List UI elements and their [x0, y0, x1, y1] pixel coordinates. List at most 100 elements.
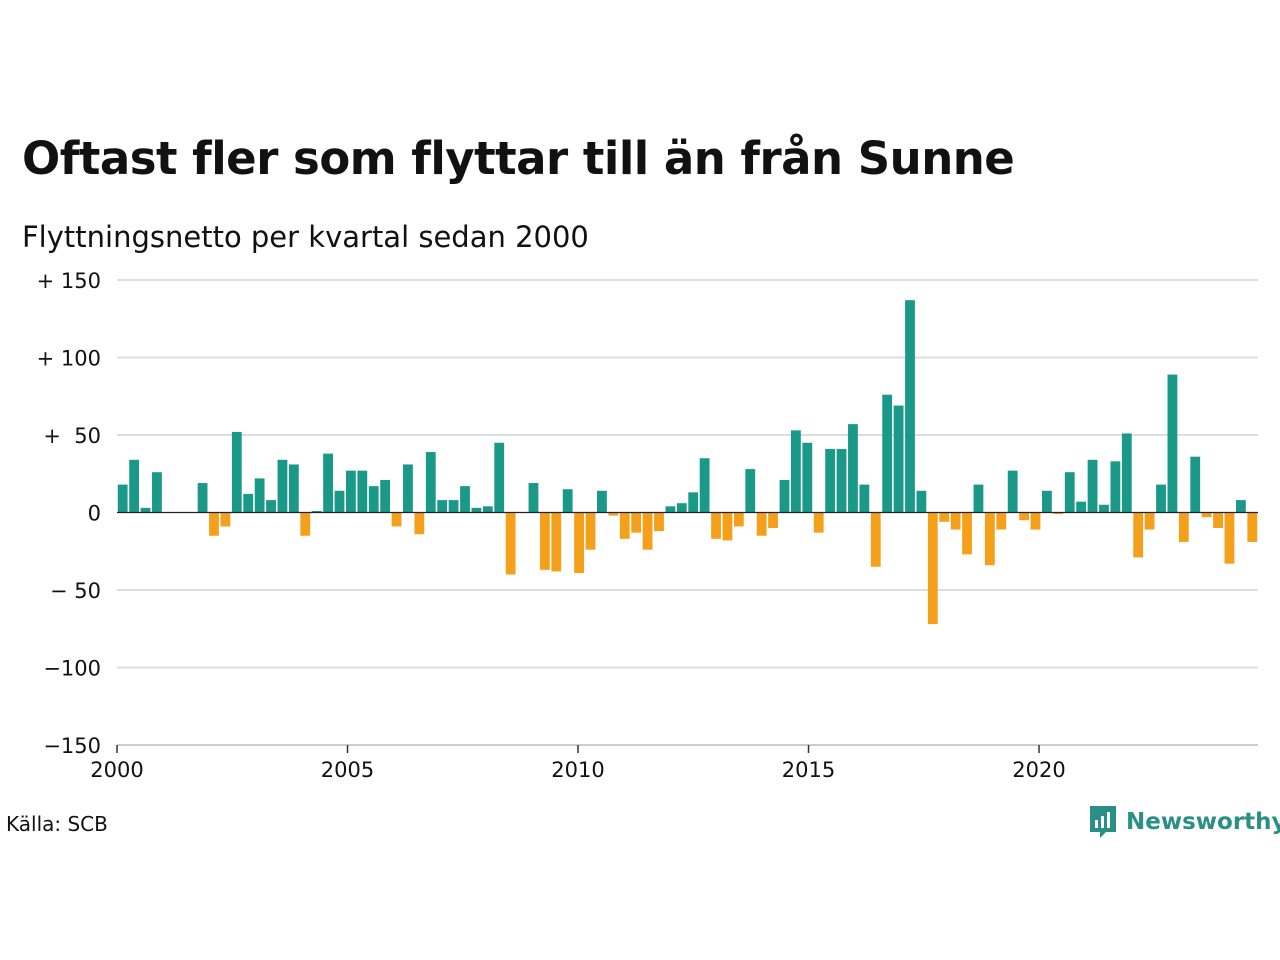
bar-2006K2 — [403, 464, 413, 513]
bar-2009K4 — [562, 489, 573, 513]
bar-2014K1 — [756, 512, 767, 536]
bar-2003K1 — [254, 478, 265, 513]
bar-2018K3 — [962, 512, 972, 555]
y-tick-label: + 50 — [43, 424, 101, 448]
bar-2000K4 — [152, 472, 162, 513]
bar-2004K1 — [300, 512, 311, 536]
logo-text: Newsworthy — [1126, 809, 1280, 835]
y-tick-label: + 150 — [37, 269, 101, 293]
bar-2000K1 — [117, 484, 128, 513]
bar-2019K1 — [984, 512, 995, 566]
bar-2008K3 — [505, 512, 516, 575]
bar-2006K3 — [414, 512, 425, 535]
bar-2006K4 — [425, 452, 436, 513]
bar-2022K3 — [1144, 512, 1155, 530]
bar-2023K2 — [1178, 512, 1189, 542]
bar-2024K4 — [1247, 512, 1258, 542]
y-tick-label: −100 — [43, 657, 101, 681]
bar-2017K3 — [916, 490, 927, 513]
bar-2002K1 — [209, 512, 219, 536]
bar-2005K1 — [346, 470, 356, 513]
bar-2010K3 — [597, 490, 607, 513]
bar-2023K3 — [1190, 456, 1201, 513]
bar-2014K2 — [768, 512, 778, 528]
bar-2012K3 — [688, 492, 699, 513]
bar-2003K3 — [277, 459, 288, 513]
bar-2016K1 — [848, 424, 858, 513]
bar-2001K4 — [197, 483, 208, 513]
bar-2007K1 — [437, 500, 448, 513]
bar-2009K3 — [551, 512, 562, 572]
y-tick-label: + 100 — [37, 347, 101, 371]
bar-2017K1 — [893, 405, 904, 513]
bar-2024K2 — [1224, 512, 1235, 564]
bar-2011K1 — [619, 512, 630, 539]
bar-2012K2 — [676, 503, 687, 513]
x-tick-label: 2010 — [551, 758, 604, 782]
bar-2008K2 — [494, 442, 505, 513]
bar-2022K1 — [1121, 433, 1132, 513]
bar-2004K4 — [334, 490, 345, 513]
x-tick-label: 2020 — [1012, 758, 1065, 782]
bar-2021K1 — [1076, 501, 1087, 513]
bar-2018K1 — [939, 512, 950, 522]
bar-2015K2 — [813, 512, 824, 533]
bar-2019K3 — [1007, 470, 1018, 513]
chart-subtitle: Flyttningsnetto per kvartal sedan 2000 — [22, 220, 589, 254]
bar-2002K2 — [220, 512, 231, 527]
bar-2007K2 — [448, 500, 459, 513]
bar-2020K4 — [1064, 472, 1075, 513]
bar-2014K3 — [779, 479, 790, 513]
bar-2002K4 — [243, 493, 254, 513]
bar-2017K4 — [927, 512, 938, 625]
bar-2023K1 — [1167, 374, 1178, 513]
bar-2020K1 — [1030, 512, 1041, 530]
bar-2013K3 — [733, 512, 744, 527]
x-tick-label: 2005 — [321, 758, 374, 782]
bar-2007K4 — [471, 507, 482, 513]
bar-2006K1 — [391, 512, 402, 527]
bar-2024K1 — [1213, 512, 1223, 528]
bar-2000K2 — [129, 459, 140, 513]
bar-2011K2 — [631, 512, 642, 533]
bar-2015K1 — [802, 442, 813, 513]
bar-2004K2 — [311, 510, 322, 513]
bar-2010K1 — [574, 512, 585, 573]
chart-title: Oftast fler som flyttar till än från Sun… — [22, 132, 1015, 185]
bar-2021K4 — [1110, 461, 1121, 513]
bar-2015K3 — [825, 448, 836, 513]
source-label: Källa: SCB — [6, 812, 108, 836]
bar-2008K1 — [482, 506, 493, 513]
bar-2010K4 — [608, 512, 619, 516]
bar-2002K3 — [231, 431, 242, 513]
chart-bubble-icon — [1090, 806, 1116, 838]
y-axis-labels: + 150 + 100 + 50 0 − 50 −100 −150 — [37, 269, 101, 758]
bar-2011K3 — [642, 512, 653, 550]
bar-2003K2 — [266, 500, 276, 513]
bar-2005K3 — [368, 486, 379, 513]
bar-2024K3 — [1235, 500, 1246, 513]
x-tick-label: 2000 — [90, 758, 143, 782]
y-tick-label: −150 — [43, 734, 101, 758]
bar-2007K3 — [460, 486, 470, 513]
bar-2017K2 — [905, 300, 915, 513]
x-axis: 2000 2005 2010 2015 2020 — [90, 744, 1258, 782]
bar-2012K1 — [665, 506, 676, 513]
newsworthy-logo: Newsworthy — [1088, 804, 1280, 840]
bar-2015K4 — [836, 448, 847, 513]
bar-2005K4 — [380, 479, 391, 513]
bar-2020K3 — [1053, 512, 1064, 515]
bar-2018K4 — [973, 484, 984, 513]
bar-2014K4 — [790, 430, 801, 513]
y-tick-label: − 50 — [50, 579, 101, 603]
bar-2020K2 — [1042, 490, 1052, 513]
bar-2013K1 — [711, 512, 721, 539]
bar-2000K3 — [140, 507, 151, 513]
bar-2004K3 — [323, 453, 333, 513]
bar-2011K4 — [654, 512, 664, 532]
bar-2022K4 — [1156, 484, 1166, 513]
bar-2019K4 — [1019, 512, 1029, 521]
bar-2010K2 — [585, 512, 596, 550]
bar-2019K2 — [996, 512, 1007, 530]
